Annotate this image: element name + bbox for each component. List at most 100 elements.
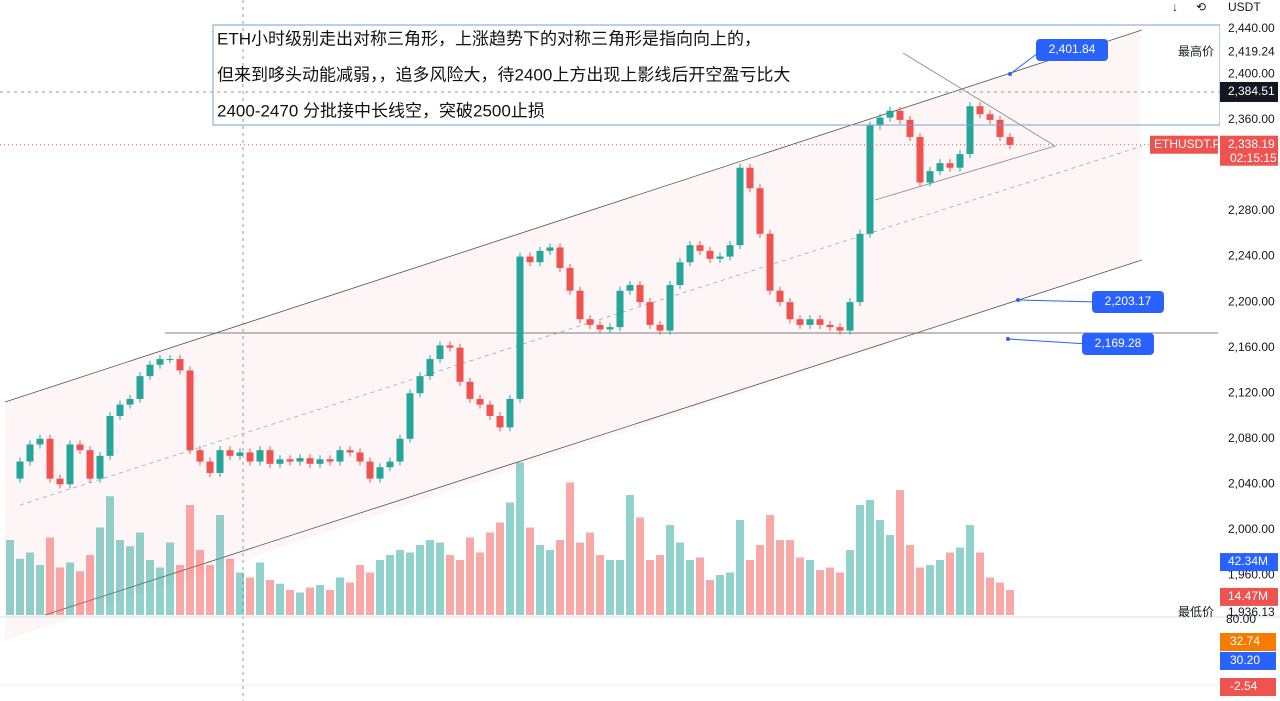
crosshair-badge (1220, 81, 1278, 102)
price-tick-label: 2,400.00 (1228, 67, 1275, 81)
candle (776, 290, 784, 303)
candle (456, 347, 464, 382)
candle (836, 327, 844, 331)
volume-bar (286, 590, 294, 615)
badge-label: 2,169.28 (1095, 336, 1142, 350)
candle (436, 345, 444, 360)
annotation-line: ETH小时级别走出对称三角形，上涨趋势下的对称三角形是指向向上的， (217, 29, 761, 48)
candle (276, 459, 284, 464)
volume-bar (116, 540, 124, 615)
candle (506, 398, 514, 428)
candle (496, 416, 504, 428)
volume-bar (936, 560, 944, 615)
volume-bar (526, 527, 534, 615)
icon-refresh[interactable]: ⟲ (1196, 0, 1206, 14)
volume-bar (176, 565, 184, 615)
volume-bar (866, 500, 874, 615)
volume-bar (226, 558, 234, 615)
volume-bar (746, 560, 754, 615)
volume-bar (306, 587, 314, 615)
volume-badge (1220, 587, 1278, 606)
volume-bar (1006, 590, 1014, 615)
volume-bar (596, 555, 604, 615)
low-name: 最低价 (1178, 605, 1214, 619)
volume-bar (876, 520, 884, 615)
volume-bar (266, 580, 274, 615)
last-badge (1220, 135, 1278, 166)
candle (526, 256, 534, 263)
candle (116, 404, 124, 416)
candle (516, 256, 524, 399)
volume-bar (386, 555, 394, 615)
candle (996, 119, 1004, 137)
volume-bar (466, 537, 474, 615)
candle (416, 376, 424, 394)
volume-bar (96, 527, 104, 615)
price-tick-label: 2,240.00 (1228, 249, 1275, 263)
volume-bar (736, 520, 744, 615)
candle (386, 461, 394, 468)
triangle (874, 52, 1056, 201)
candle (976, 106, 984, 115)
icon-down[interactable]: ↓ (1172, 0, 1178, 14)
candle (236, 452, 244, 456)
volume-bar (566, 482, 574, 615)
volume-bar (706, 580, 714, 615)
volume-bar (626, 495, 634, 615)
price-axis (1220, 0, 1280, 701)
volume-bar (416, 545, 424, 615)
volume-bar (346, 582, 354, 615)
volume-bar (366, 572, 374, 615)
volume-bar (156, 567, 164, 615)
volume-bar (86, 555, 94, 615)
volume-bar (276, 583, 284, 615)
volume-bar (906, 545, 914, 615)
candle (66, 444, 74, 485)
macd-signal: 32.74 (1230, 634, 1260, 648)
candle (196, 450, 204, 462)
volume-bar (26, 552, 34, 615)
candle (36, 438, 44, 445)
volume-bar (6, 540, 14, 615)
candle (866, 125, 874, 234)
crosshair-label: 2,384.51 (1228, 84, 1275, 98)
candle (916, 136, 924, 183)
candle (186, 370, 194, 451)
candle (316, 459, 324, 464)
candle (846, 302, 854, 331)
candle (736, 167, 744, 246)
volume-bar (986, 577, 994, 615)
candle (556, 247, 564, 268)
candle (706, 250, 714, 259)
candle (46, 438, 54, 479)
volume-bar (66, 562, 74, 615)
volume-bar (656, 555, 664, 615)
candle (396, 438, 404, 462)
volume-bar (616, 560, 624, 615)
volume-bar (796, 557, 804, 615)
candle (806, 319, 814, 325)
price-badge (1036, 39, 1108, 61)
candle (466, 381, 474, 399)
candle (826, 324, 834, 328)
candle (896, 110, 904, 120)
price-tick-label: 2,120.00 (1228, 385, 1275, 399)
candle (676, 262, 684, 286)
candle (96, 455, 104, 479)
high-name: 最高价 (1178, 44, 1214, 59)
volume-bar (126, 546, 134, 615)
volume-bar (966, 525, 974, 615)
badge-point (1016, 298, 1020, 302)
macd-hist: -2.54 (1230, 679, 1258, 693)
volume-bar (56, 567, 64, 615)
candle (576, 290, 584, 320)
candle (366, 461, 374, 479)
currency[interactable]: USDT (1228, 0, 1261, 14)
volume-bar (636, 517, 644, 615)
candle (606, 327, 614, 330)
volume-label: 14.47M (1228, 589, 1268, 603)
volume-bar (216, 515, 224, 615)
volume-bar (766, 515, 774, 615)
price-tick-label: 2,160.00 (1228, 340, 1275, 354)
price-tick-label: 2,000.00 (1228, 522, 1275, 536)
